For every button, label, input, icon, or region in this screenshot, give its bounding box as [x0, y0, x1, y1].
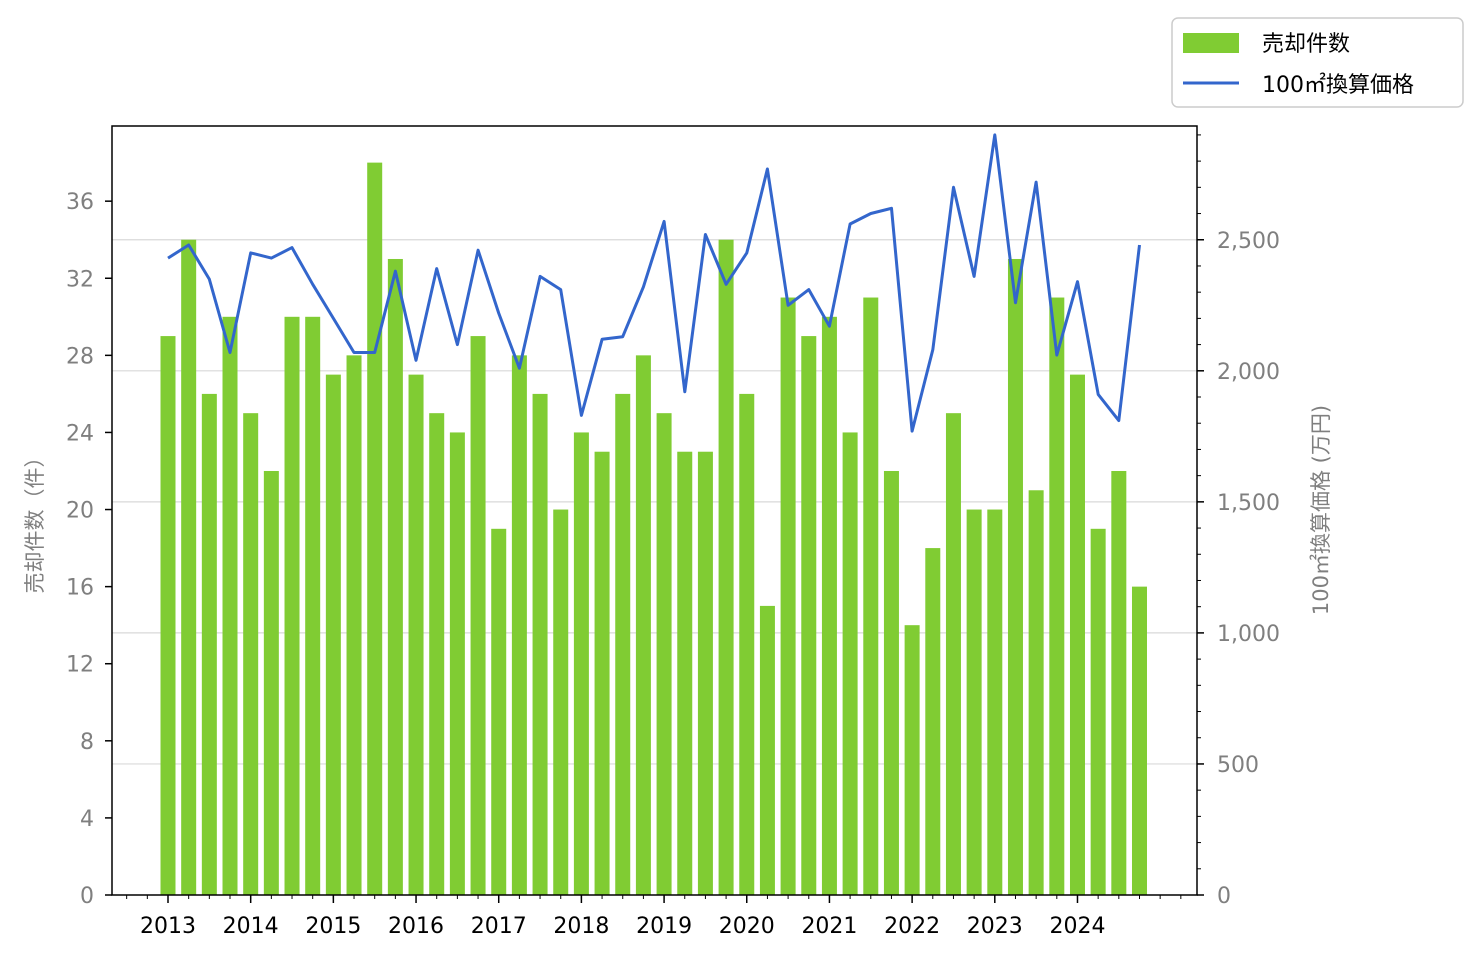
bar-2023-Q3 [1028, 490, 1044, 895]
x-tick-label: 2024 [1049, 914, 1105, 939]
right-tick-label: 1,000 [1217, 622, 1280, 647]
left-tick-label: 20 [66, 499, 94, 524]
bar-2021-Q1 [821, 316, 837, 895]
right-tick-label: 0 [1217, 884, 1231, 909]
left-tick-label: 12 [66, 653, 94, 678]
bar-2020-Q1 [739, 393, 755, 895]
right-tick-label: 1,500 [1217, 491, 1280, 516]
left-tick-label: 32 [66, 267, 94, 292]
bar-2023-Q4 [1049, 297, 1065, 895]
left-tick-label: 8 [80, 730, 94, 755]
x-tick-label: 2015 [305, 914, 361, 939]
bar-2016-Q3 [449, 432, 465, 895]
bar-2016-Q1 [408, 374, 424, 896]
legend-label-line: 100㎡換算価格 [1262, 72, 1414, 98]
bar-2015-Q1 [325, 374, 341, 896]
bar-2017-Q4 [553, 509, 569, 895]
bar-2018-Q4 [635, 355, 651, 895]
bar-2021-Q4 [883, 470, 899, 895]
x-tick-label: 2022 [884, 914, 940, 939]
bar-2013-Q1 [160, 336, 176, 895]
left-tick-label: 36 [66, 190, 94, 215]
bar-2021-Q3 [863, 297, 879, 895]
bar-2015-Q4 [387, 258, 403, 895]
bar-2024-Q4 [1131, 586, 1147, 895]
legend-label-bar: 売却件数 [1262, 32, 1350, 57]
bar-2017-Q1 [491, 528, 507, 895]
bar-2022-Q4 [966, 509, 982, 895]
bar-2017-Q3 [532, 393, 548, 895]
right-tick-label: 500 [1217, 753, 1259, 778]
bar-2022-Q1 [904, 625, 920, 895]
bar-2018-Q2 [594, 451, 610, 895]
plot-border [111, 125, 1198, 896]
bar-2014-Q3 [284, 316, 300, 895]
x-tick-label: 2020 [719, 914, 775, 939]
legend-swatch-bar [1183, 33, 1239, 53]
legend-frame [1171, 17, 1464, 108]
right-y-axis-label: 100㎡換算価格 (万円) [1309, 405, 1333, 615]
bar-2019-Q1 [656, 413, 672, 895]
left-y-axis: 0 4 8 12 16 20 24 28 32 36 [66, 190, 112, 909]
x-tick-label: 2013 [140, 914, 196, 939]
bar-2023-Q2 [1007, 258, 1023, 895]
legend: 売却件数 100㎡換算価格 [1171, 17, 1464, 108]
bar-2024-Q3 [1111, 470, 1127, 895]
left-tick-label: 0 [80, 884, 94, 909]
bar-2015-Q2 [346, 355, 362, 895]
left-tick-label: 28 [66, 344, 94, 369]
bar-2019-Q4 [718, 239, 734, 895]
bar-2016-Q4 [470, 336, 486, 895]
bar-2016-Q2 [429, 413, 445, 895]
x-tick-label: 2021 [801, 914, 857, 939]
bar-2014-Q2 [263, 470, 279, 895]
bar-2015-Q3 [367, 162, 383, 896]
bar-2022-Q3 [945, 413, 961, 895]
x-tick-label: 2023 [967, 914, 1023, 939]
bar-2014-Q1 [243, 413, 259, 895]
bar-2014-Q4 [305, 316, 321, 895]
x-axis: 2013 2014 2015 2016 2017 2018 2019 2020 2021 2022… [126, 895, 1182, 939]
bar-2019-Q2 [677, 451, 693, 895]
bar-2024-Q1 [1069, 374, 1085, 896]
bar-2020-Q2 [759, 605, 775, 895]
bar-2020-Q3 [780, 297, 796, 895]
bar-2023-Q1 [987, 509, 1003, 895]
left-tick-label: 24 [66, 421, 94, 446]
bar-layer [160, 162, 1147, 896]
right-y-axis: 0 500 1,000 1,500 2,000 2,500 [1197, 134, 1280, 909]
right-tick-label: 2,000 [1217, 360, 1280, 385]
bar-2024-Q2 [1090, 528, 1106, 895]
right-tick-label: 2,500 [1217, 229, 1280, 254]
bar-2020-Q4 [801, 336, 817, 895]
x-tick-label: 2016 [388, 914, 444, 939]
price-line [167, 133, 1141, 433]
bar-2013-Q4 [222, 316, 238, 895]
bar-2013-Q2 [181, 239, 197, 895]
plot-frame [111, 125, 1198, 896]
bar-2013-Q3 [201, 393, 217, 895]
bar-2019-Q3 [697, 451, 713, 895]
x-tick-label: 2017 [471, 914, 527, 939]
x-tick-label: 2014 [223, 914, 279, 939]
line-layer [167, 133, 1141, 433]
bar-2017-Q2 [511, 355, 527, 895]
left-tick-label: 4 [80, 807, 94, 832]
bar-2021-Q2 [842, 432, 858, 895]
x-tick-label: 2018 [553, 914, 609, 939]
left-y-axis-label: 売却件数（件） [23, 447, 47, 594]
bar-2022-Q2 [925, 548, 941, 895]
bar-2018-Q3 [615, 393, 631, 895]
left-tick-label: 16 [66, 576, 94, 601]
x-tick-label: 2019 [636, 914, 692, 939]
bar-2018-Q1 [573, 432, 589, 895]
